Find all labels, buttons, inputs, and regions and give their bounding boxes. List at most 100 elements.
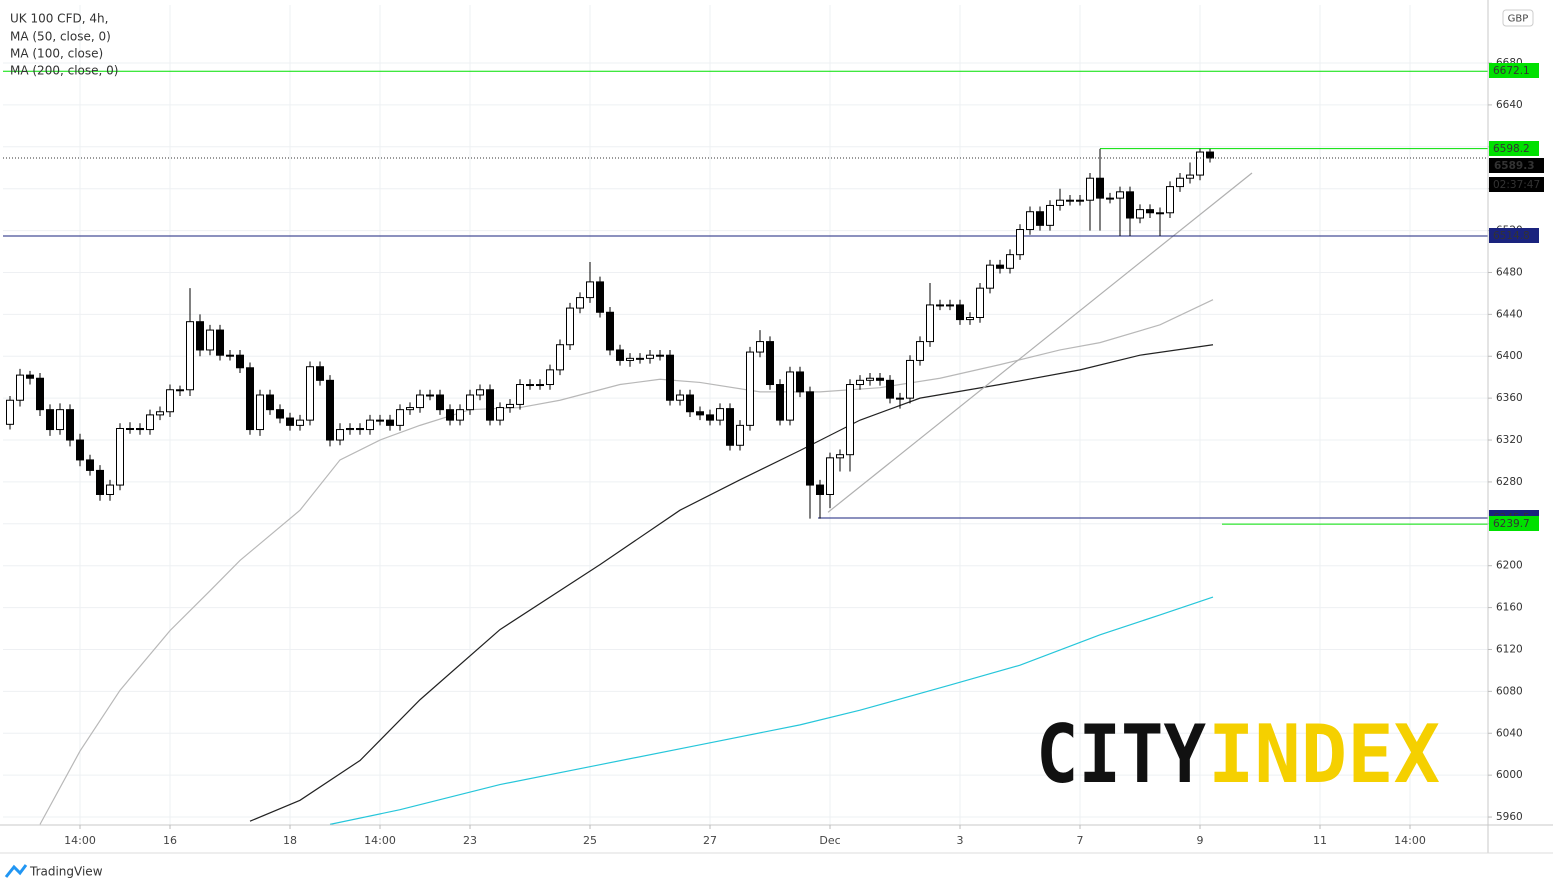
candle-body [346, 428, 354, 431]
candle-body [316, 366, 324, 381]
candle-body [246, 367, 254, 431]
countdown: 02:37:47 [1493, 179, 1540, 191]
x-tick-label: 11 [1313, 834, 1327, 847]
candle-body [526, 384, 534, 387]
candle-body [766, 341, 774, 386]
candle-body [1116, 191, 1124, 199]
candle-body [856, 379, 864, 386]
candle-body [66, 409, 74, 441]
candle-body [666, 354, 674, 401]
candle-body [516, 384, 524, 405]
x-tick-label: 14:00 [364, 834, 396, 847]
candle-body [1106, 197, 1114, 200]
y-tick-label: 6160 [1496, 602, 1523, 614]
candle-body [1066, 199, 1074, 202]
candle-body [826, 457, 834, 495]
level-label: 6514.8 [1493, 230, 1530, 242]
y-tick-label: 6120 [1496, 643, 1523, 655]
candle-body [1176, 177, 1184, 188]
candle-body [86, 459, 94, 471]
candle-body [1096, 177, 1104, 199]
candle-body [296, 419, 304, 426]
candle-body [746, 351, 754, 426]
candle-body [416, 394, 424, 409]
y-tick-label: 6040 [1496, 727, 1523, 739]
candle-body [576, 297, 584, 309]
candle-body [256, 394, 264, 431]
candle-body [106, 484, 114, 495]
candle-body [366, 419, 374, 431]
candle-body [336, 429, 344, 441]
candle-body [1026, 211, 1034, 231]
countdown-bg [1489, 177, 1544, 193]
x-tick-label: Dec [819, 834, 840, 847]
candle-body [586, 281, 594, 299]
candle-body [996, 264, 1004, 269]
candle-body [846, 384, 854, 456]
candle-body [726, 408, 734, 446]
candle-body [486, 389, 494, 421]
candle-body [606, 311, 614, 351]
y-tick-label: 6400 [1496, 350, 1523, 362]
candle-body [156, 411, 164, 416]
tv-icon [4, 864, 28, 878]
candle-body [1156, 212, 1164, 215]
candle-body [6, 399, 14, 425]
candle-body [226, 354, 234, 357]
chart-title: UK 100 CFD, 4h, [10, 12, 108, 26]
candle-body [876, 377, 884, 381]
candle-body [496, 407, 504, 421]
x-tick-label: 27 [703, 834, 717, 847]
candle-body [596, 281, 604, 313]
level-label-bg [1489, 63, 1539, 78]
candle-body [56, 409, 64, 431]
candle-body [556, 344, 564, 371]
candle-body [986, 264, 994, 289]
candle-body [1186, 174, 1194, 179]
candle-body [786, 371, 794, 421]
y-tick-label: 6280 [1496, 476, 1523, 488]
candle-body [896, 397, 904, 400]
candle-body [906, 359, 914, 399]
footer-brand[interactable]: TradingView [29, 865, 103, 879]
candle-body [646, 354, 654, 359]
currency: GBP [1508, 14, 1529, 25]
y-tick-label: 6000 [1496, 769, 1523, 781]
candle-body [946, 304, 954, 307]
candle-body [756, 341, 764, 353]
candle-body [926, 304, 934, 343]
candle-body [376, 419, 384, 422]
candle-body [886, 379, 894, 399]
candle-body [976, 287, 984, 319]
candle-body [866, 377, 874, 381]
candle-body [816, 484, 824, 495]
x-tick-label: 23 [463, 834, 477, 847]
candle-body [176, 389, 184, 392]
x-tick-label: 14:00 [1394, 834, 1426, 847]
level-label: 6672.1 [1493, 65, 1530, 77]
candle-body [956, 304, 964, 321]
candle-body [736, 424, 744, 446]
trendline [827, 172, 1253, 513]
candle-body [1196, 151, 1204, 176]
y-tick-label: 6360 [1496, 392, 1523, 404]
candle-body [616, 349, 624, 361]
candle-body [1016, 229, 1024, 256]
level-label-bg [1489, 516, 1539, 531]
x-tick-label: 14:00 [64, 834, 96, 847]
candle-body [306, 366, 314, 421]
candle-body [1146, 209, 1154, 214]
candle-body [396, 409, 404, 426]
candle-body [196, 321, 204, 351]
level-label-bg [1489, 228, 1539, 243]
candle-body [436, 394, 444, 411]
candle-body [116, 428, 124, 486]
currency-badge [1502, 9, 1534, 27]
candle-body [1086, 177, 1094, 201]
candle-body [696, 411, 704, 416]
candle-body [1056, 199, 1064, 206]
candle-body [446, 409, 454, 421]
candle-body [806, 391, 814, 486]
candle-body [146, 414, 154, 431]
